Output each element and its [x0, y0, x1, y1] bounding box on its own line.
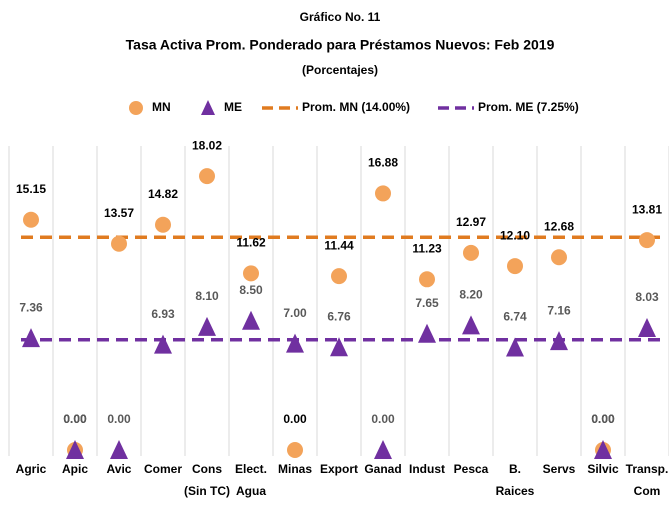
mn-marker — [375, 185, 391, 202]
data-label: 6.74 — [503, 310, 527, 324]
me-marker — [462, 315, 480, 335]
data-label: 0.00 — [591, 412, 615, 426]
x-tick-label: Elect. Agua — [235, 462, 267, 498]
x-tick-label: Export — [320, 462, 358, 476]
mn-marker — [111, 235, 127, 252]
x-tick-label: Indust — [409, 462, 445, 476]
legend-label: MN — [152, 100, 171, 114]
data-label: 6.93 — [151, 307, 175, 321]
x-tick-label: Cons (Sin TC) — [184, 462, 230, 498]
data-label: 0.00 — [63, 412, 87, 426]
mn-marker — [243, 265, 259, 282]
x-tick-label: Apic — [62, 462, 88, 476]
data-label: 6.76 — [327, 309, 351, 323]
data-label: 8.10 — [195, 289, 219, 303]
x-tick-label: Silvic — [587, 462, 619, 476]
data-label: 0.00 — [63, 412, 87, 426]
chart-kicker: Gráfico No. 11 — [300, 10, 381, 24]
me-marker — [66, 440, 84, 459]
data-label: 11.44 — [324, 238, 354, 252]
me-marker — [638, 317, 656, 337]
data-label: 7.36 — [19, 300, 43, 314]
x-tick-label: Transp. Com — [626, 462, 669, 498]
mn-marker — [287, 442, 303, 458]
data-label: 0.00 — [107, 412, 131, 426]
me-marker — [242, 310, 260, 330]
mn-marker — [507, 258, 523, 275]
legend-marker — [201, 100, 215, 115]
me-marker — [154, 334, 172, 354]
legend-label: Prom. ME (7.25%) — [478, 100, 579, 114]
data-label: 12.68 — [544, 219, 574, 233]
mn-marker — [463, 244, 479, 261]
chart-title: Tasa Activa Prom. Ponderado para Préstam… — [126, 37, 555, 53]
me-marker — [594, 440, 612, 459]
x-tick-label: Agric — [16, 462, 47, 476]
chart-subtitle: (Porcentajes) — [302, 63, 378, 77]
data-label: 12.97 — [456, 215, 486, 229]
mn-marker — [23, 211, 39, 228]
mn-marker — [199, 168, 215, 185]
data-label: 8.20 — [459, 288, 483, 302]
data-label: 7.65 — [415, 296, 439, 310]
x-tick-label: Ganad — [364, 462, 401, 476]
mn-marker — [155, 216, 171, 233]
data-label: 15.15 — [16, 182, 46, 196]
x-tick-label: Pesca — [454, 462, 489, 476]
x-tick-label: Comer — [144, 462, 182, 476]
data-label: 0.00 — [371, 412, 395, 426]
x-tick-label: B. Raices — [496, 462, 535, 498]
x-tick-label: Minas — [278, 462, 312, 476]
me-marker — [506, 337, 524, 357]
data-label: 0.00 — [591, 412, 615, 426]
data-label: 11.62 — [236, 236, 266, 250]
mn-marker — [419, 271, 435, 288]
data-label: 11.23 — [412, 241, 442, 255]
data-label: 13.81 — [632, 202, 662, 216]
data-label: 8.03 — [635, 290, 659, 304]
data-label: 13.57 — [104, 206, 134, 220]
me-marker — [550, 331, 568, 351]
mn-marker — [331, 268, 347, 285]
data-label: 7.16 — [547, 303, 571, 317]
me-marker — [330, 337, 348, 357]
data-label: 8.50 — [239, 283, 263, 297]
me-marker — [286, 333, 304, 353]
legend-label: Prom. MN (14.00%) — [302, 100, 410, 114]
x-tick-label: Servs — [543, 462, 576, 476]
data-label: 0.00 — [283, 412, 307, 426]
mn-marker — [639, 232, 655, 249]
legend-marker — [129, 101, 143, 115]
data-label: 18.02 — [192, 138, 222, 152]
legend-label: ME — [224, 100, 242, 114]
mn-marker — [551, 249, 567, 266]
me-marker — [110, 440, 128, 459]
x-tick-label: Avic — [107, 462, 132, 476]
me-marker — [198, 316, 216, 336]
data-label: 16.88 — [368, 156, 398, 170]
data-label: 12.10 — [500, 228, 530, 242]
me-marker — [374, 440, 392, 459]
me-marker — [22, 328, 40, 348]
data-label: 14.82 — [148, 187, 178, 201]
me-marker — [418, 323, 436, 343]
data-label: 7.00 — [283, 306, 307, 320]
